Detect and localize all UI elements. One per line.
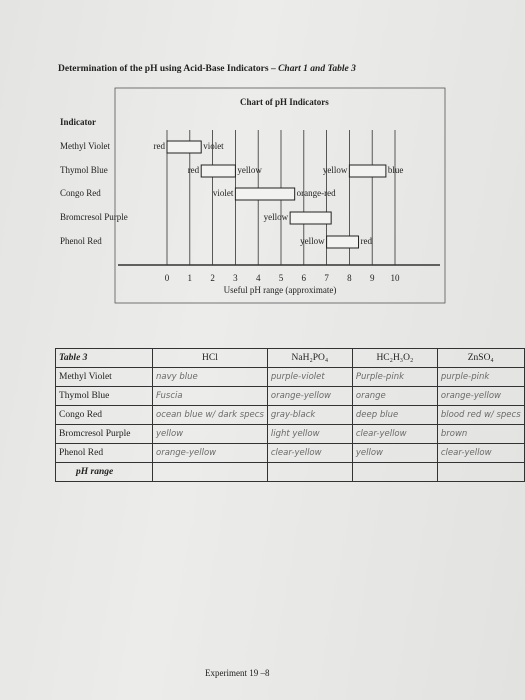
observation: ocean blue w/ dark specs: [152, 405, 268, 425]
observation: clear-yellow: [436, 443, 525, 463]
indicator-heading: Indicator: [60, 117, 96, 127]
x-tick-label: 0: [165, 273, 170, 283]
observation: clear-yellow: [351, 424, 438, 444]
title-emphasis: Chart 1 and Table 3: [278, 64, 356, 74]
row-label: Congo Red: [55, 405, 153, 425]
row-label: Bromcresol Purple: [55, 424, 153, 444]
row-label: Thymol Blue: [55, 386, 153, 406]
indicator-name: Bromcresol Purple: [60, 212, 128, 222]
chart-title: Chart of pH Indicators: [240, 97, 329, 107]
row-label: Methyl Violet: [55, 367, 153, 387]
column-header: HCl: [152, 348, 268, 368]
indicator-name: Congo Red: [60, 188, 101, 198]
high-color: blue: [388, 165, 404, 175]
high-color: red: [361, 236, 373, 246]
range-box: [326, 235, 360, 249]
range-box: [348, 164, 387, 178]
chart-frame: [114, 87, 446, 304]
page-title: Determination of the pH using Acid-Base …: [58, 64, 356, 74]
table-row: Phenol Red orange-yellow clear-yellow yello…: [55, 443, 525, 463]
table-row: Methyl Violet navy blue purple-violet Purpl…: [55, 367, 525, 387]
column-header: HC₂H₃O₂: [351, 348, 438, 368]
empty-cell: [436, 462, 525, 482]
x-axis-label: Useful pH range (approximate): [224, 285, 337, 295]
x-tick-label: 6: [302, 273, 307, 283]
x-tick-label: 1: [188, 273, 193, 283]
empty-cell: [351, 462, 438, 482]
low-color: red: [154, 141, 166, 151]
observation: clear-yellow: [266, 443, 353, 463]
empty-cell: [266, 462, 353, 482]
observation: purple-pink: [436, 367, 525, 387]
title-text: Determination of the pH using Acid-Base …: [58, 64, 279, 74]
observation: brown: [436, 424, 525, 444]
observation: Fuscia: [152, 386, 268, 406]
table-row: Bromcresol Purple yellow light yellow clear…: [55, 424, 525, 444]
observation: yellow: [152, 424, 268, 444]
range-box: [289, 211, 332, 225]
observation: navy blue: [152, 367, 268, 387]
low-color: yellow: [264, 212, 289, 222]
table-row: Thymol Blue Fuscia orange-yellow orange oran…: [55, 386, 525, 406]
low-color: red: [188, 165, 200, 175]
x-tick-label: 8: [347, 273, 352, 283]
observation: gray-black: [266, 405, 353, 425]
observation: deep blue: [351, 405, 438, 425]
indicator-chart: Chart of pH Indicators Indicator 0 1 2 3 4 5 6…: [60, 87, 446, 304]
low-color: yellow: [323, 165, 348, 175]
low-color: violet: [213, 188, 234, 198]
observation: blood red w/ specs: [436, 405, 525, 425]
high-color: violet: [203, 141, 224, 151]
range-box: [234, 187, 296, 201]
table-row: Congo Red ocean blue w/ dark specs gray-bl…: [55, 405, 525, 425]
empty-cell: [152, 462, 268, 482]
observation: orange-yellow: [436, 386, 525, 406]
observation: orange-yellow: [152, 443, 268, 463]
x-tick-label: 10: [391, 273, 401, 283]
table-3: Table 3 HCl NaH₂PO₄ HC₂H₃O₂ ZnSO₄ Methyl Viol…: [55, 348, 525, 482]
observation: orange-yellow: [266, 386, 353, 406]
x-tick-label: 9: [370, 273, 375, 283]
table-row: pH range: [55, 462, 525, 482]
x-tick-label: 7: [324, 273, 329, 283]
x-tick-label: 3: [233, 273, 238, 283]
low-color: yellow: [300, 236, 325, 246]
observation: purple-violet: [266, 367, 353, 387]
header-row: Table 3 HCl NaH₂PO₄ HC₂H₃O₂ ZnSO₄: [55, 348, 525, 368]
row-label: pH range: [55, 462, 153, 482]
observation: Purple-pink: [351, 367, 438, 387]
indicator-name: Phenol Red: [60, 236, 102, 246]
column-header: ZnSO₄: [436, 348, 525, 368]
high-color: orange-red: [297, 188, 336, 198]
x-tick-label: 5: [279, 273, 284, 283]
column-header: NaH₂PO₄: [266, 348, 353, 368]
table-caption: Table 3: [55, 348, 153, 368]
observation: light yellow: [266, 424, 353, 444]
footer: Experiment 19 –8: [205, 668, 270, 678]
observation: yellow: [351, 443, 438, 463]
row-label: Phenol Red: [55, 443, 153, 463]
high-color: yellow: [237, 165, 262, 175]
range-box: [200, 164, 236, 178]
indicator-name: Methyl Violet: [60, 141, 111, 151]
range-box: [166, 140, 202, 154]
x-tick-label: 2: [210, 273, 215, 283]
indicator-name: Thymol Blue: [60, 165, 108, 175]
x-tick-label: 4: [256, 273, 261, 283]
observation: orange: [351, 386, 438, 406]
